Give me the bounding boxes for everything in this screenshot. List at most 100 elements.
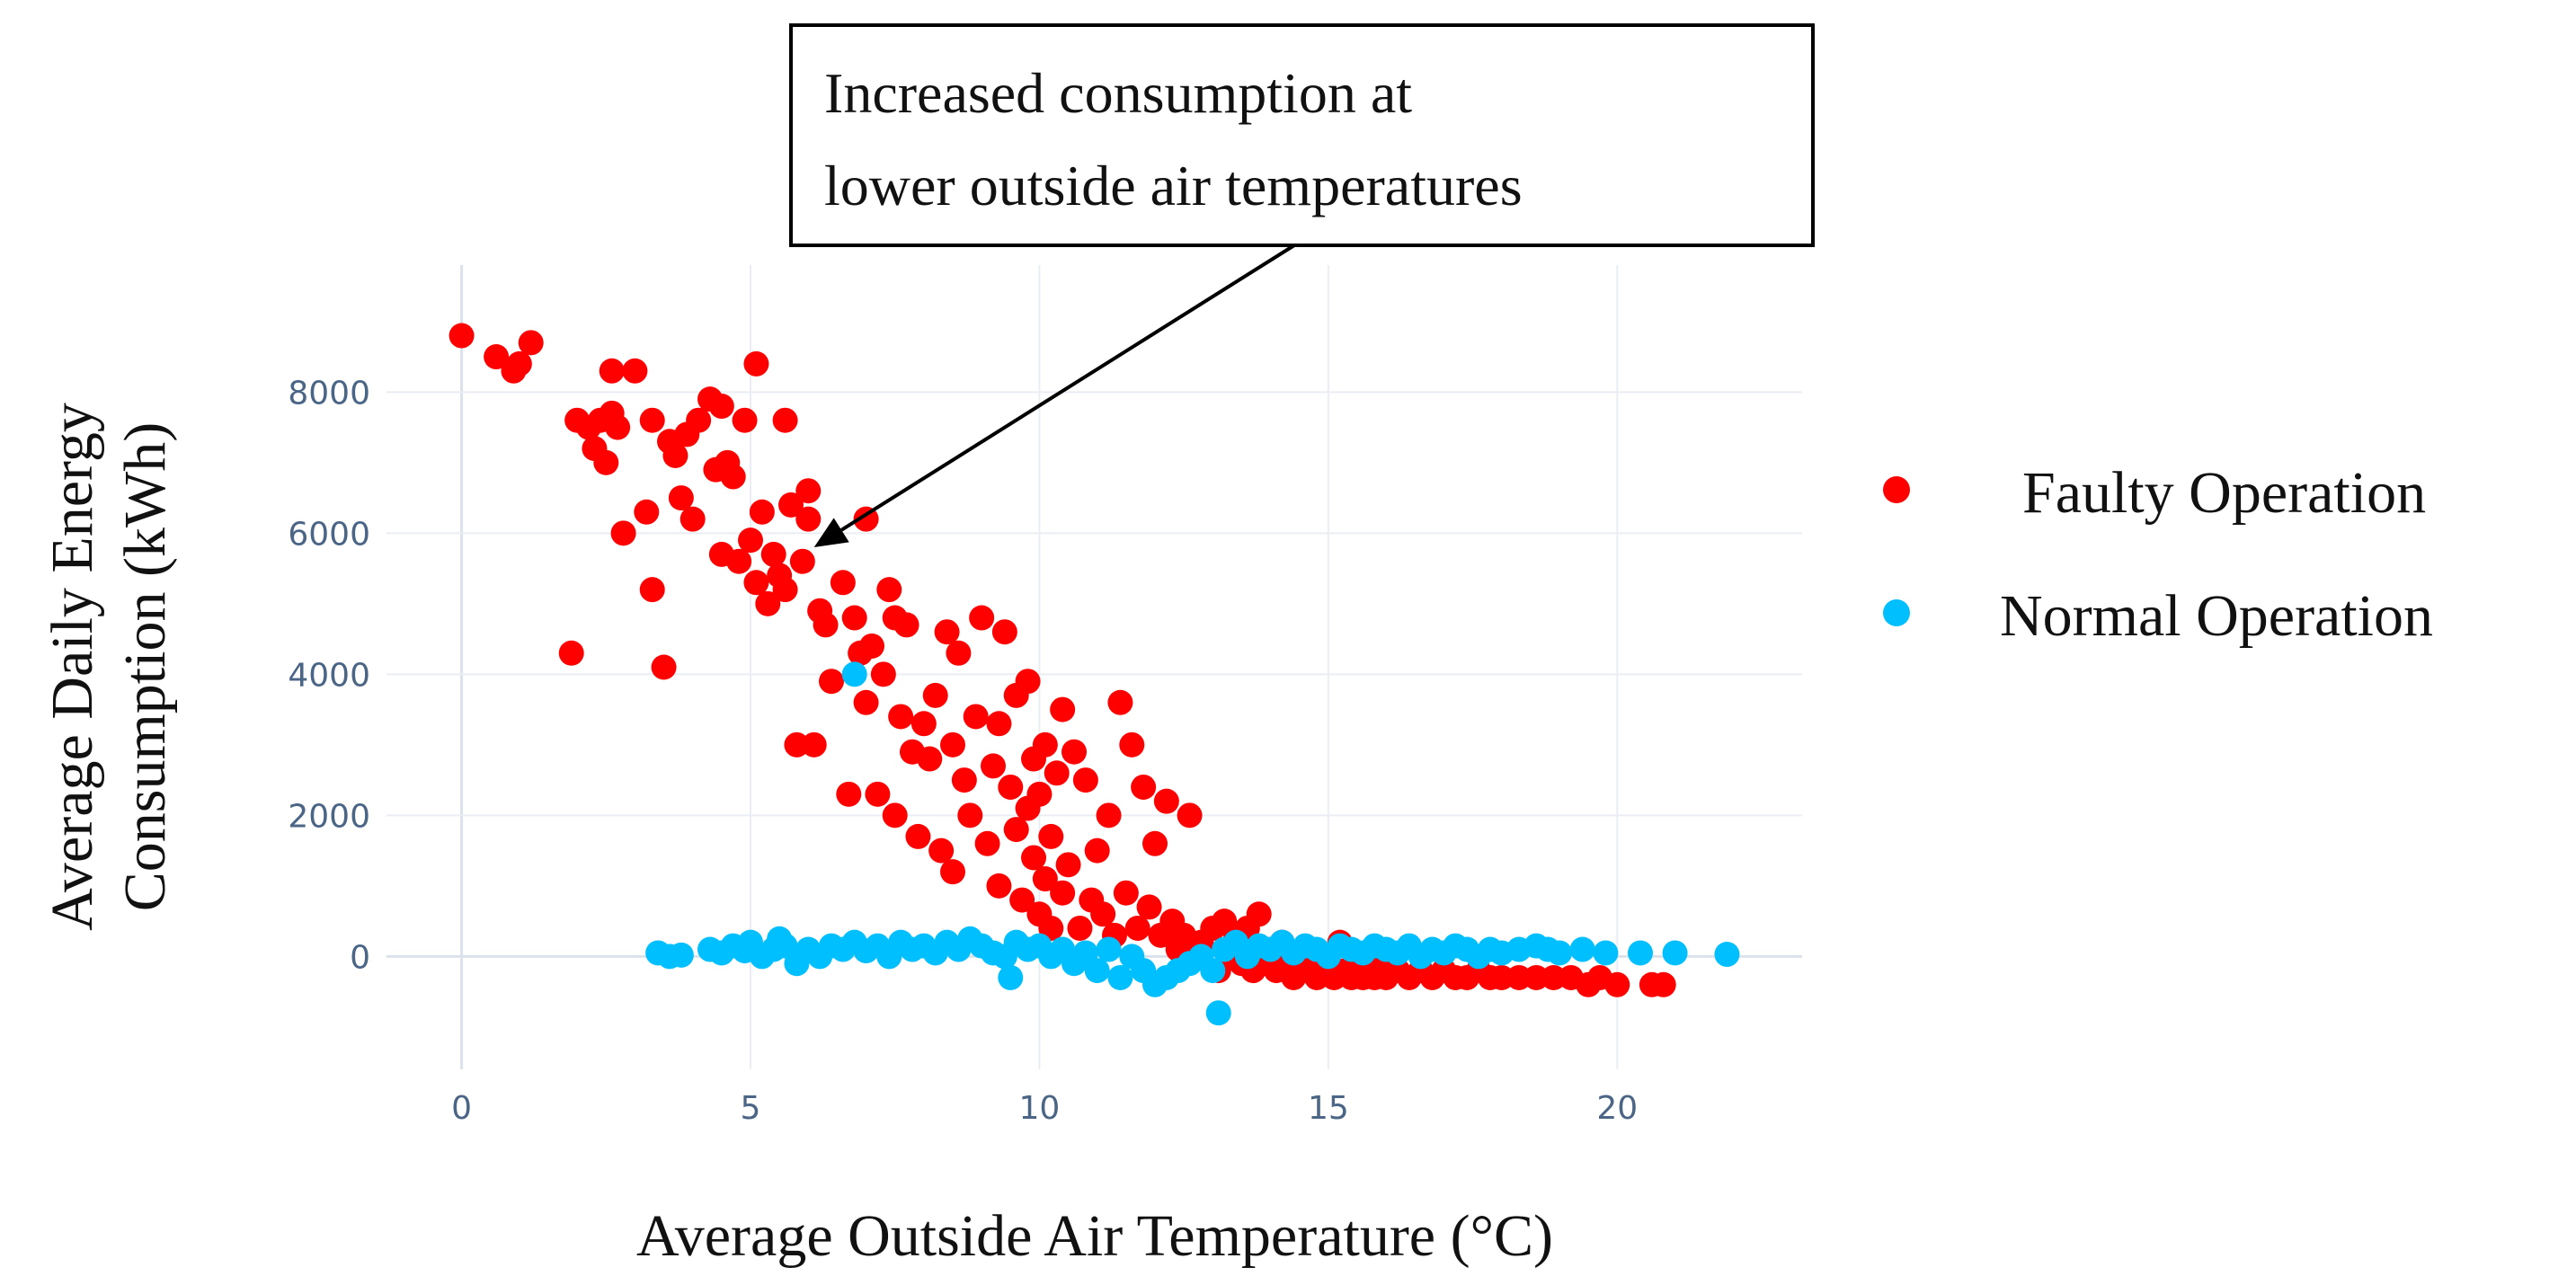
legend-marker-faulty [1883,476,1910,503]
faulty-point [1009,887,1035,913]
faulty-point [651,654,677,680]
faulty-point [795,506,822,532]
faulty-point [1153,788,1179,814]
faulty-point [801,731,827,758]
faulty-point [940,731,965,758]
faulty-point [1044,760,1070,786]
faulty-point [1072,767,1098,793]
normal-point [998,964,1024,990]
faulty-point [946,640,972,666]
normal-point [1096,936,1122,962]
faulty-point [1055,852,1081,878]
faulty-point [991,619,1017,645]
y-axis-title-line-2: Consumption (kWh) [112,422,178,911]
faulty-point [853,506,879,532]
faulty-point [928,837,955,864]
faulty-point [998,774,1024,800]
faulty-point [506,350,532,377]
faulty-point [1090,901,1116,927]
faulty-point [1003,817,1029,843]
faulty-point [940,859,965,885]
normal-point [1084,958,1110,984]
faulty-point [830,570,856,596]
faulty-point [1604,971,1630,997]
x-tick-label: 0 [451,1090,472,1127]
faulty-point [634,499,660,525]
faulty-point [1021,845,1046,871]
faulty-point [1131,774,1157,800]
faulty-point [784,731,810,758]
y-axis-title-line-1: Average Daily Energy [40,403,105,931]
faulty-point [841,605,867,631]
faulty-point [662,442,688,468]
faulty-point [1084,837,1110,864]
y-tick-label: 6000 [288,516,370,553]
faulty-point [1650,971,1676,997]
ticks: 0 5 10 15 20 0 2000 4000 6000 8000 [288,375,1638,1127]
faulty-point [668,485,694,511]
faulty-point [859,633,884,659]
faulty-point [1541,964,1567,990]
faulty-point [639,577,665,603]
faulty-point [605,414,631,440]
normal-point [1714,942,1740,968]
legend-marker-normal [1883,599,1910,626]
legend-label-normal: Normal Operation [2000,583,2433,649]
annotation: Increased consumption at lower outside a… [789,23,1815,548]
normal-point [841,661,867,687]
faulty-point [882,802,908,829]
faulty-point [1032,731,1058,758]
faulty-point [1107,689,1133,715]
faulty-point [1026,781,1053,807]
faulty-point [558,640,584,666]
faulty-point [1032,866,1058,892]
faulty-point [1523,964,1550,990]
faulty-point [893,612,919,638]
faulty-point [963,704,989,730]
normal-point [668,942,694,968]
faulty-point [772,577,798,603]
faulty-point [680,506,706,532]
faulty-point [1050,696,1076,722]
normal-point [1662,940,1688,966]
y-tick-label: 4000 [288,657,370,694]
faulty-point [922,682,948,708]
plot-area [386,265,1802,1069]
faulty-point [1142,830,1168,856]
faulty-point [743,350,769,377]
faulty-point [1119,731,1145,758]
faulty-point [755,590,781,616]
normal-point [1200,958,1226,984]
faulty-point [836,781,862,807]
faulty-point [819,669,844,695]
faulty-point [1136,894,1162,920]
annotation-line-2: lower outside air temperatures [824,154,1523,217]
faulty-point [743,570,769,596]
faulty-point [1506,964,1532,990]
x-tick-label: 10 [1019,1090,1061,1127]
faulty-point [610,520,636,546]
y-tick-label: 0 [350,939,370,976]
annotation-arrowhead [813,518,849,548]
legend: Faulty Operation Normal Operation [1883,460,2433,649]
legend-label-faulty: Faulty Operation [2022,460,2426,526]
faulty-point [876,577,902,603]
faulty-point [726,548,752,574]
annotation-line-1: Increased consumption at [824,61,1412,125]
faulty-point [974,830,1000,856]
faulty-point [593,449,619,475]
faulty-point [981,753,1006,779]
normal-point [1628,940,1653,966]
faulty-point [986,873,1012,899]
faulty-point [865,781,891,807]
faulty-point [910,711,937,737]
faulty-point [760,541,786,567]
faulty-point [1061,739,1087,765]
x-tick-label: 15 [1308,1090,1349,1127]
normal-operation-series [645,661,1740,1026]
faulty-point [870,661,896,687]
normal-point [1569,936,1595,962]
faulty-point [1015,669,1041,695]
faulty-point [772,407,798,433]
faulty-point [686,407,712,433]
